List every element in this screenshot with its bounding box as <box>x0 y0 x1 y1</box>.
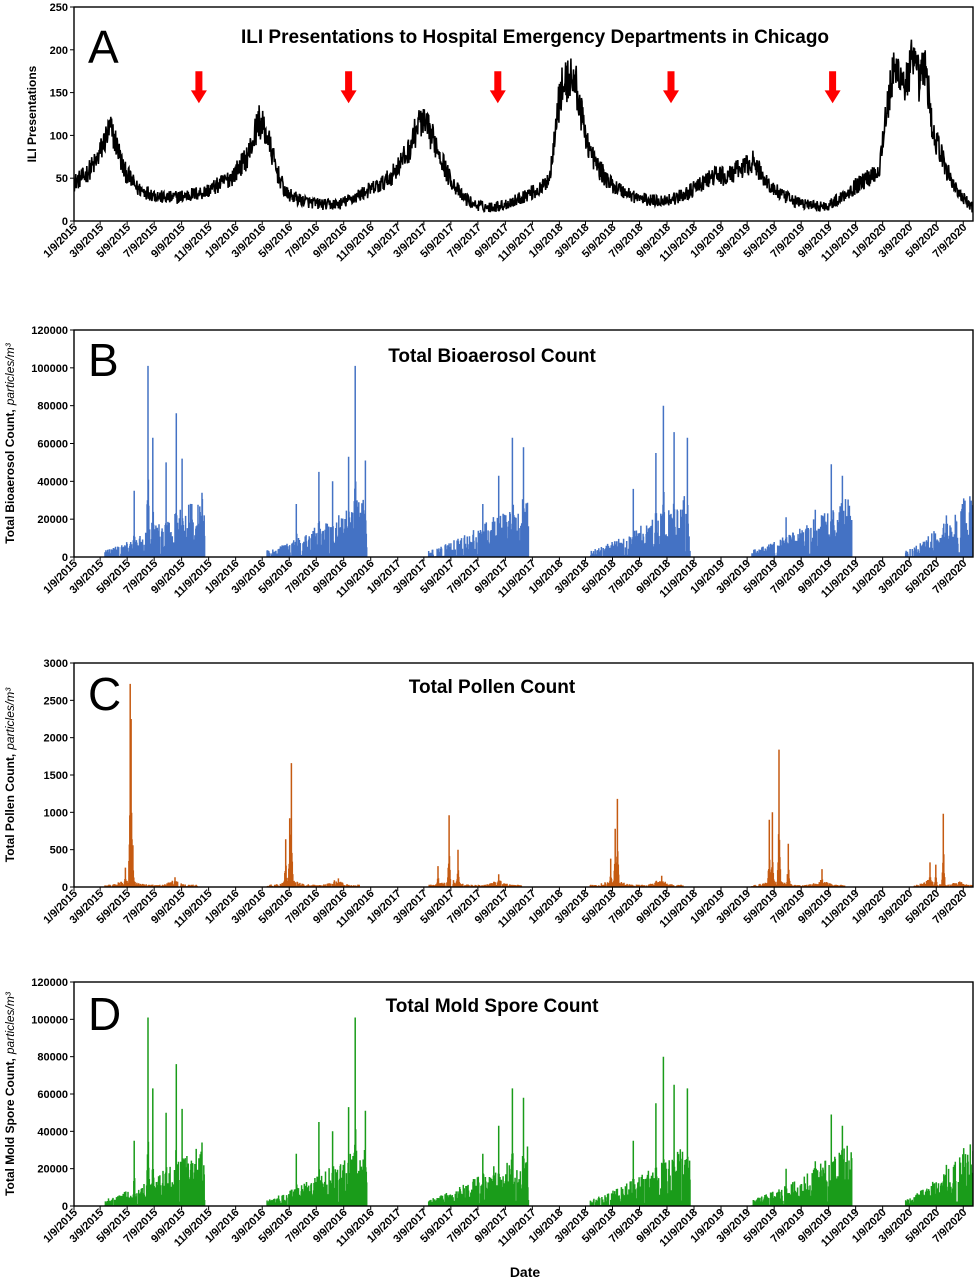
chart-title: Total Pollen Count <box>409 677 576 698</box>
season-bars-1 <box>104 1017 206 1206</box>
plot-frame <box>73 6 974 222</box>
season-bars-6 <box>904 496 973 557</box>
y-axis-label: ILI Presentations <box>25 65 39 162</box>
season-bars-3 <box>427 437 530 557</box>
x-axis-title: Date <box>510 1264 541 1280</box>
y-tick-label: 50 <box>56 173 68 185</box>
season-bars-5 <box>751 464 853 557</box>
plot-area <box>104 683 973 887</box>
red-arrow-5 <box>824 71 841 104</box>
y-tick-label: 120000 <box>31 325 68 337</box>
y-tick-label: 100000 <box>31 363 68 375</box>
season-bars-3 <box>427 1088 530 1206</box>
season-bars-2 <box>266 763 361 887</box>
y-axis-label-text: Total Bioaerosol Count, <box>3 409 17 543</box>
y-tick-label: 500 <box>50 845 68 857</box>
red-arrow-4 <box>663 71 679 104</box>
season-bars-6 <box>904 1144 973 1206</box>
y-tick-label: 2000 <box>44 733 68 745</box>
y-tick-label: 250 <box>50 2 68 14</box>
season-bars-4 <box>589 798 684 887</box>
panel-letter: B <box>88 334 119 386</box>
red-arrow-3 <box>489 71 506 104</box>
panel-letter: A <box>88 21 119 73</box>
y-axis-label-text: ILI Presentations <box>25 65 39 162</box>
plot-area <box>104 1017 973 1206</box>
season-bars-3 <box>427 815 523 887</box>
y-axis-label: Total Mold Spore Count, particles/m³ <box>3 991 17 1196</box>
season-bars-6 <box>913 813 973 887</box>
y-axis-label-text: Total Pollen Count, <box>3 754 17 862</box>
season-bars-5 <box>751 749 846 887</box>
chart-title: ILI Presentations to Hospital Emergency … <box>241 27 829 48</box>
red-arrow-1 <box>190 71 207 104</box>
panel-b: 0200004000060000800001000001200001/9/201… <box>3 325 974 600</box>
y-tick-label: 200 <box>50 45 68 57</box>
panel-c: 0500100015002000250030001/9/20153/9/2015… <box>3 658 974 930</box>
y-tick-label: 0 <box>62 216 68 228</box>
y-tick-label: 60000 <box>37 1089 68 1101</box>
ili-series-line <box>74 39 973 213</box>
y-tick-label: 1500 <box>44 770 68 782</box>
chart-title: Total Mold Spore Count <box>386 996 600 1017</box>
y-tick-label: 2500 <box>44 695 68 707</box>
y-axis-label: Total Pollen Count, particles/m³ <box>3 687 17 862</box>
season-bars-5 <box>751 1114 853 1206</box>
y-tick-label: 120000 <box>31 977 68 989</box>
y-tick-label: 80000 <box>37 401 68 413</box>
chart-title: Total Bioaerosol Count <box>388 346 596 367</box>
y-tick-label: 80000 <box>37 1052 68 1064</box>
y-tick-label: 0 <box>62 882 68 894</box>
y-tick-label: 20000 <box>37 1164 68 1176</box>
y-tick-label: 1000 <box>44 807 68 819</box>
season-bars-1 <box>104 365 206 557</box>
panel-a: 0501001502002501/9/20153/9/20155/9/20157… <box>25 2 974 264</box>
plot-area <box>104 365 973 557</box>
y-tick-label: 0 <box>62 552 68 564</box>
y-tick-label: 40000 <box>37 1126 68 1138</box>
y-tick-label: 3000 <box>44 658 68 670</box>
y-tick-label: 100 <box>50 130 68 142</box>
y-tick-label: 20000 <box>37 514 68 526</box>
red-arrow-2 <box>340 71 357 104</box>
y-axis-label: Total Bioaerosol Count, particles/m³ <box>3 342 17 543</box>
y-tick-label: 0 <box>62 1201 68 1213</box>
panel-letter: C <box>88 668 121 720</box>
y-tick-label: 60000 <box>37 439 68 451</box>
y-tick-label: 40000 <box>37 476 68 488</box>
season-bars-2 <box>266 1017 368 1206</box>
y-axis-unit: particles/m³ <box>3 991 17 1055</box>
panel-d: 0200004000060000800001000001200001/9/201… <box>3 977 974 1249</box>
season-bars-2 <box>266 365 368 557</box>
y-tick-label: 100000 <box>31 1014 68 1026</box>
plot-area <box>74 39 973 213</box>
y-axis-unit: particles/m³ <box>3 687 17 751</box>
season-bars-4 <box>589 405 691 557</box>
panel-letter: D <box>88 988 121 1040</box>
y-tick-label: 150 <box>50 88 68 100</box>
y-axis-label-text: Total Mold Spore Count, <box>3 1058 17 1196</box>
y-axis-unit: particles/m³ <box>3 342 17 406</box>
season-bars-4 <box>589 1056 691 1206</box>
